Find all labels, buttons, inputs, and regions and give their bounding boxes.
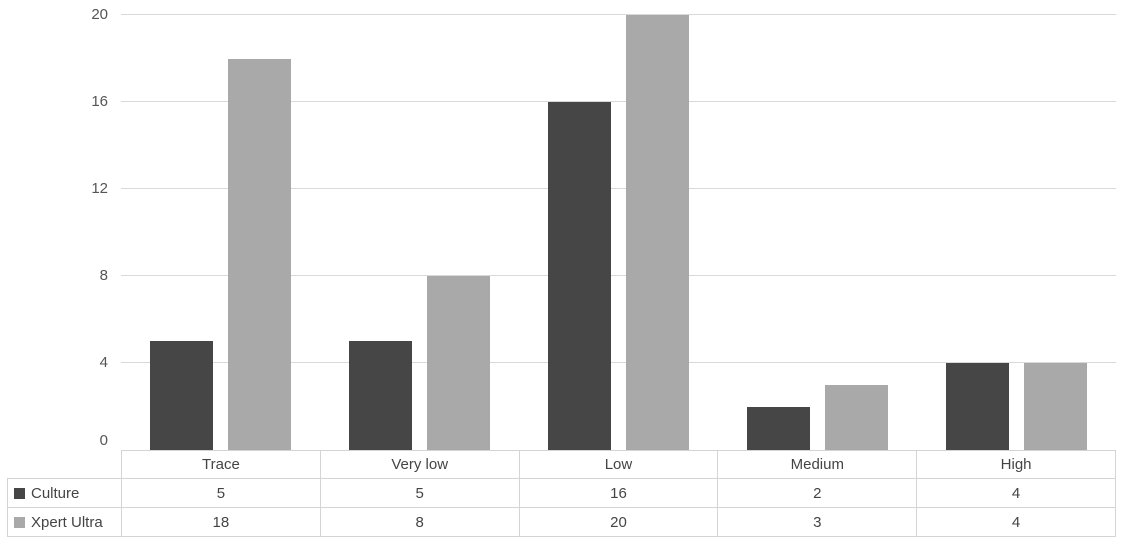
table-header-row: Trace Very low Low Medium High (7, 450, 1116, 479)
bar-culture (747, 406, 810, 450)
category-header-cell: Low (518, 450, 719, 479)
bar-xpert-ultra (228, 58, 291, 450)
bar-xpert-ultra (427, 276, 490, 450)
y-tick-label: 4 (99, 354, 108, 371)
y-tick-label: 12 (91, 180, 108, 197)
gridline-y-20 (121, 14, 1116, 15)
value-cell: 4 (916, 507, 1116, 537)
gridline-y-16 (121, 101, 1116, 102)
category-header-cell: Very low (319, 450, 520, 479)
bar-xpert-ultra (626, 15, 689, 450)
bar-culture (548, 102, 611, 450)
value-cell: 8 (319, 507, 520, 537)
legend-entry: Culture (9, 484, 121, 502)
y-tick-label: 8 (99, 267, 108, 284)
plot-region: 0 4 8 12 16 20 (91, 6, 1116, 450)
bar-culture (150, 341, 213, 450)
table-row-xpert-ultra: Xpert Ultra 18 8 20 3 4 (7, 507, 1116, 537)
value-cell: 18 (121, 507, 321, 537)
legend-swatch-icon (14, 516, 25, 528)
bar-culture (946, 363, 1009, 450)
value-cell: 5 (319, 478, 520, 508)
bar-group-low (519, 15, 718, 450)
bar-group-medium (718, 15, 917, 450)
bar-series-container (121, 15, 1116, 450)
value-cell: 20 (518, 507, 719, 537)
plot-area (121, 14, 1116, 450)
data-table: Trace Very low Low Medium High Culture 5 5 16 2 4 X… (7, 450, 1116, 537)
value-cell: 3 (717, 507, 918, 537)
legend-cell: Xpert Ultra (7, 507, 122, 537)
gridline-y-8 (121, 275, 1116, 276)
value-cell: 2 (717, 478, 918, 508)
y-tick-label: 0 (99, 432, 108, 449)
series-name: Culture (31, 484, 80, 502)
value-cell: 5 (121, 478, 321, 508)
legend-swatch-icon (14, 487, 25, 499)
y-tick-label: 16 (91, 93, 108, 110)
series-name: Xpert Ultra (31, 513, 103, 531)
gridline-y-4 (121, 362, 1116, 363)
table-row-culture: Culture 5 5 16 2 4 (7, 478, 1116, 508)
legend-entry: Xpert Ultra (9, 513, 121, 531)
bar-xpert-ultra (825, 384, 888, 450)
category-header-cell: Trace (121, 450, 321, 479)
value-cell: 16 (518, 478, 719, 508)
bar-xpert-ultra (1024, 363, 1087, 450)
bar-group-very-low (320, 15, 519, 450)
value-cell: 4 (916, 478, 1116, 508)
legend-cell: Culture (7, 478, 122, 508)
category-header-cell: Medium (717, 450, 918, 479)
y-tick-label: 20 (91, 6, 108, 23)
bar-culture (349, 341, 412, 450)
category-header-cell: High (916, 450, 1116, 479)
gridline-y-12 (121, 188, 1116, 189)
bar-group-trace (121, 15, 320, 450)
bar-group-high (917, 15, 1116, 450)
table-stub-cell (7, 450, 122, 479)
